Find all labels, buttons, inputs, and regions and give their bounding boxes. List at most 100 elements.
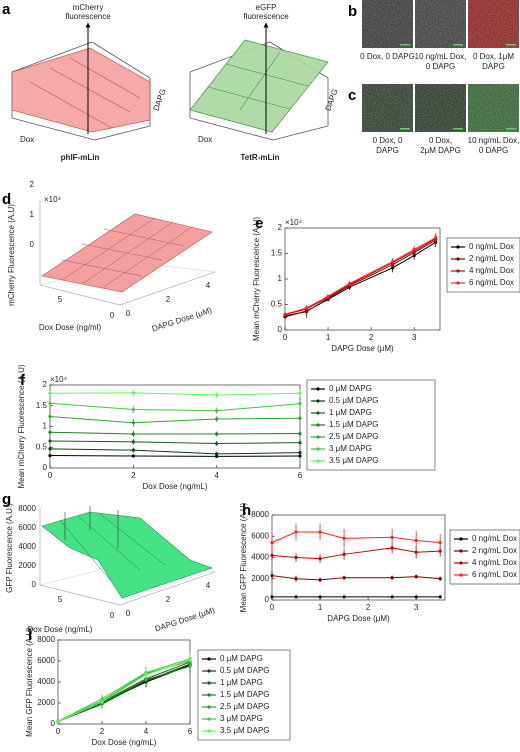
legend-marker xyxy=(459,537,463,541)
series-line xyxy=(57,658,191,722)
multiplier: ×10⁴ xyxy=(44,195,62,204)
legend-marker xyxy=(207,717,211,721)
axis-label: DAPG xyxy=(152,88,168,112)
x-tick-label: 2 xyxy=(100,727,105,736)
multiplier: ×10⁴ xyxy=(50,375,68,384)
point xyxy=(318,530,322,534)
point xyxy=(294,555,298,560)
legend-label: 0 ng/mL Dox xyxy=(472,534,517,543)
legend-marker xyxy=(207,693,211,697)
y-tick-label: 6000 xyxy=(37,656,55,665)
legend-label: 1 μM DAPG xyxy=(329,408,372,417)
x-tick-label: 3 xyxy=(412,333,417,342)
point xyxy=(412,247,416,252)
panel-label: c xyxy=(348,87,356,104)
legend-label: 3.5 μM DAPG xyxy=(329,456,379,465)
x-tick-label: 1 xyxy=(326,333,331,342)
x-tick-label: 2 xyxy=(131,471,136,480)
point xyxy=(414,538,418,543)
point xyxy=(298,402,302,406)
scale-bar xyxy=(506,128,516,130)
diagram-right xyxy=(189,22,329,141)
axis-label: Dox xyxy=(198,135,212,144)
y-tick-label: 0 xyxy=(43,463,48,472)
legend-label: 2 ng/mL Dox xyxy=(469,254,514,263)
surface-g xyxy=(39,506,216,606)
x-axis-label: DAPG Dose (μM) xyxy=(327,614,390,623)
point xyxy=(342,552,346,556)
legend-label: 1 μM DAPG xyxy=(220,678,263,687)
point xyxy=(438,577,442,581)
legend-label: 1.5 μM DAPG xyxy=(329,420,379,429)
axis-label: DAPG xyxy=(324,88,340,112)
legend-marker xyxy=(459,573,463,577)
point xyxy=(298,416,302,420)
y-tick-label: 2 xyxy=(278,223,283,232)
tick-label: 5 xyxy=(58,295,63,304)
legend-marker xyxy=(459,561,463,565)
series-line xyxy=(49,392,301,396)
y-tick-label: 2000 xyxy=(37,698,55,707)
tick-label: 4 xyxy=(206,281,211,290)
y-tick-label: 8000 xyxy=(251,510,269,519)
axis-label: DAPG Dose (μM) xyxy=(154,606,216,634)
legend-marker xyxy=(316,411,320,415)
point xyxy=(215,393,219,397)
legend-marker xyxy=(207,669,211,673)
point xyxy=(298,454,302,458)
point xyxy=(294,595,298,599)
legend-label: 3 μM DAPG xyxy=(220,714,263,723)
point xyxy=(438,541,442,545)
point xyxy=(434,236,438,240)
panel-label: h xyxy=(242,502,251,519)
point xyxy=(131,432,135,436)
point xyxy=(298,391,302,395)
y-tick-label: 8000 xyxy=(37,635,55,644)
x-tick-label: 4 xyxy=(214,471,219,480)
point xyxy=(414,550,418,554)
point xyxy=(318,595,322,599)
point xyxy=(304,306,309,310)
point xyxy=(188,658,192,662)
point xyxy=(48,430,52,434)
y-tick-label: 0.5 xyxy=(271,300,283,309)
legend-marker xyxy=(456,257,460,261)
y-tick-label: 1.5 xyxy=(271,249,283,258)
x-tick-label: 6 xyxy=(298,471,303,480)
point xyxy=(131,448,135,452)
y-tick-label: 1.5 xyxy=(36,401,48,410)
caption: DAPG xyxy=(376,146,399,155)
series-line xyxy=(57,659,191,722)
micrograph-texture xyxy=(362,84,413,132)
point xyxy=(342,576,346,580)
caption: 10 ng/mL Dox, xyxy=(468,136,520,145)
surface-d xyxy=(39,200,216,306)
series-line xyxy=(49,440,301,445)
axis-label: Dox xyxy=(20,135,34,144)
legend-marker xyxy=(456,269,460,273)
point xyxy=(390,595,394,599)
point xyxy=(318,556,322,561)
legend-marker xyxy=(459,549,463,553)
point xyxy=(270,553,274,557)
panel-label: i xyxy=(28,627,32,644)
point xyxy=(100,700,104,704)
scale-bar xyxy=(400,128,410,130)
caption: 2μM DAPG xyxy=(420,146,461,155)
tick-label: 8000 xyxy=(18,504,36,513)
legend-marker xyxy=(207,681,211,685)
panel-label: d xyxy=(2,191,11,208)
tick-label: 5 xyxy=(58,595,63,604)
tick-label: 4000 xyxy=(18,542,36,551)
point xyxy=(298,451,302,455)
point xyxy=(131,440,135,444)
point xyxy=(215,452,219,456)
legend-marker xyxy=(207,657,211,661)
axis-label: mCherry Fluorescence (A.U) xyxy=(7,204,16,306)
micrograph-texture xyxy=(468,84,519,132)
panel-label: f xyxy=(20,372,26,389)
point xyxy=(270,595,274,599)
legend-marker xyxy=(207,729,211,733)
x-tick-label: 4 xyxy=(144,727,149,736)
point xyxy=(56,719,60,723)
